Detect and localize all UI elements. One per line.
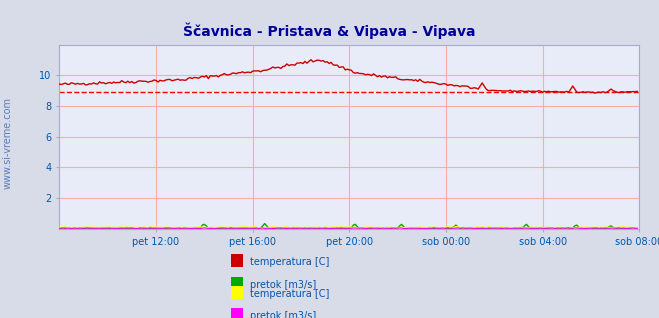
Text: temperatura [C]: temperatura [C]: [250, 257, 330, 267]
Text: pretok [m3/s]: pretok [m3/s]: [250, 311, 317, 318]
Text: pretok [m3/s]: pretok [m3/s]: [250, 280, 317, 290]
Text: temperatura [C]: temperatura [C]: [250, 289, 330, 299]
Text: Ščavnica - Pristava & Vipava - Vipava: Ščavnica - Pristava & Vipava - Vipava: [183, 22, 476, 39]
Text: www.si-vreme.com: www.si-vreme.com: [3, 97, 13, 189]
